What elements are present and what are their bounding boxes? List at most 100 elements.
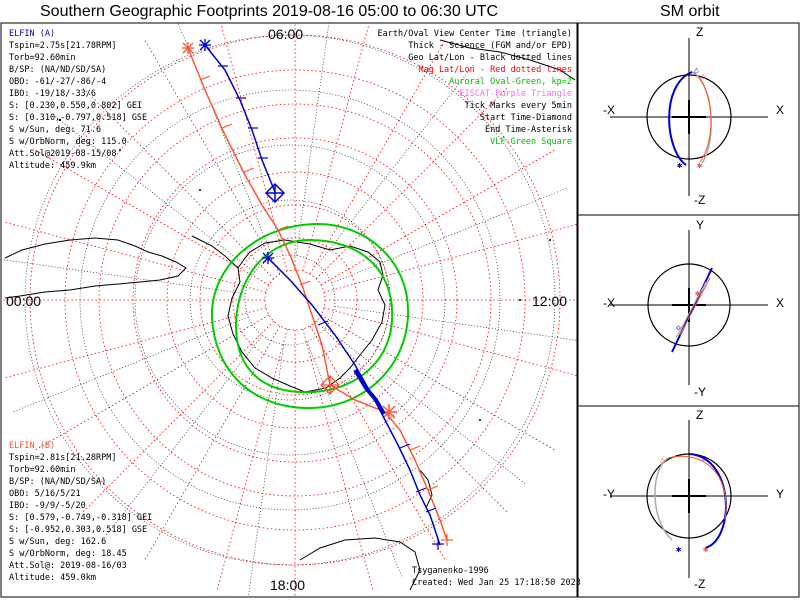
meridian-line [82, 87, 275, 280]
australia-coastline [299, 537, 421, 591]
svg-text:△: △ [702, 453, 707, 462]
info-line: S w/OrbNorm, deg: 115.0 [9, 137, 127, 147]
svg-text:△: △ [660, 455, 665, 464]
geo-grid [24, 34, 556, 566]
svg-text:✱: ✱ [676, 545, 682, 555]
meridian-line [315, 320, 508, 513]
created-label: Created: Wed Jan 25 17:18:50 2023 [412, 578, 581, 588]
orbit2-right-label: X [776, 296, 785, 310]
meridian-line [302, 23, 370, 272]
info-line: S: [0.310,-0.797,0.518] GSE [9, 113, 148, 123]
orbit1-bottom-label: -Z [694, 193, 706, 207]
legend-item: VLF-Green Square [490, 137, 572, 147]
meridian-line [53, 115, 255, 273]
legend-item: EISCAT-Purple Triangle [459, 89, 572, 99]
legend-item: Thick - Science (FGM and/or EPD) [408, 41, 572, 51]
legend-item: Earth/Oval View Center Time (triangle) [377, 29, 572, 39]
info-line: Torb=92.60min [9, 53, 76, 63]
meridian-line [144, 39, 281, 275]
model-label: Tsyganenko-1996 [412, 566, 489, 576]
geo-meridians [1, 23, 577, 597]
elfin-b-end-asterisk [182, 42, 194, 54]
elfin-a-end-asterisk [199, 39, 211, 51]
meridian-line [331, 187, 569, 284]
svg-text:✱: ✱ [677, 161, 683, 171]
orbit1-left-label: -X [603, 103, 615, 117]
south-america-coastline [4, 237, 187, 299]
meridian-line [216, 328, 288, 590]
orbit3-right-label: Y [776, 487, 785, 501]
elfin-b-end-asterisk-2 [441, 534, 453, 546]
svg-text:✱: ✱ [695, 289, 701, 299]
elfin-a-track [204, 44, 276, 193]
elfin-a-info: ELFIN (A) Tspin=2.75s[21.78RPM] Torb=92.6… [9, 28, 147, 172]
meridian-line [302, 328, 374, 590]
auroral-oval-inner [234, 238, 394, 394]
meridian-line [144, 325, 281, 561]
legend-item: Tick Marks every 5min [464, 101, 572, 111]
meridian-line [1, 259, 246, 295]
meridian-line [177, 23, 274, 259]
auroral-oval-outer [210, 222, 410, 410]
meridian-line [295, 23, 330, 256]
svg-text:△: △ [701, 71, 706, 80]
orbit1-right-label: X [776, 103, 785, 117]
elfin-a-ticks [218, 65, 437, 513]
orbit-panel-xy: ✱ ◇ [610, 230, 768, 385]
info-line: OBO: 5/16/5/21 [9, 489, 81, 499]
islands [58, 118, 551, 421]
legend-item: End Time-Asterisk [485, 125, 572, 135]
clock-label-top: 06:00 [268, 26, 304, 42]
elfin-a-view-asterisk [262, 252, 274, 264]
meridian-line [34, 314, 270, 451]
orbit-frame [577, 22, 800, 598]
elfin-a-track-2 [267, 257, 441, 546]
info-line: B/SP: (NA/ND/SD/SA) [9, 477, 107, 487]
elfin-b-view-asterisk [381, 404, 397, 420]
info-line: Tspin=2.81s[21.28RPM] [9, 453, 117, 463]
legend-item: Auroral Oval-Green, kp=2 [449, 77, 572, 87]
elfin-b-name: ELFIN (B) [9, 441, 56, 451]
meridian-line [309, 39, 446, 275]
meridian-line [247, 344, 285, 597]
elfin-b-info: ELFIN (B) Tspin=2.81s[21.28RPM] Torb=92.6… [9, 440, 152, 584]
info-line: IBO: -9/9/-5/20 [9, 501, 86, 511]
svg-text:✱: ✱ [697, 161, 703, 171]
info-line: Att.Sol@2019-08-15/08 [9, 149, 117, 159]
meridian-line [325, 327, 527, 485]
meridian-line [323, 307, 577, 376]
antarctica-coastline [227, 239, 386, 393]
meridian-line [5, 307, 267, 379]
legend-item: Mag Lat/Lon - Red dotted lines [418, 65, 572, 75]
legend-item: Start Time-Diamond [479, 113, 572, 123]
clock-label-bottom: 18:00 [270, 577, 306, 593]
antarctic-peninsula [191, 235, 239, 269]
meridian-line [5, 221, 267, 293]
meridian-line [323, 224, 577, 293]
info-line: B/SP: (NA/ND/SD/SA) [9, 65, 107, 75]
orbit2-left-label: -X [603, 296, 615, 310]
orbit3-left-label: -Y [603, 487, 615, 501]
orbit3-top-label: Z [696, 408, 704, 422]
orbit2-top-label: Y [696, 218, 705, 232]
clock-label-right: 12:00 [532, 293, 568, 309]
elfin-b-track [187, 47, 448, 541]
orbit3-bottom-label: -Z [694, 577, 706, 591]
orbit-title: SM orbit [660, 3, 720, 20]
orbit-panel-xz: △ △ ✱ ✱ [610, 38, 768, 196]
info-line: Att.Sol@: 2019-08-16/03 [9, 561, 127, 571]
legend: Earth/Oval View Center Time (triangle) Th… [378, 28, 572, 148]
info-line: S w/Sun, deg: 162.6 [9, 537, 107, 547]
info-line: OBO: -61/-27/-86/-4 [9, 77, 107, 87]
info-line: S: [0.230,0.550,0.802] GEI [9, 101, 143, 111]
meridian-line [309, 325, 446, 561]
legend-item: Geo Lat/Lon - Black dotted lines [408, 53, 572, 63]
orbit-panel-yz: △ △ ✱ ✱ [610, 420, 768, 578]
meridian-line [320, 149, 556, 286]
elfin-b-ticks [199, 75, 439, 491]
elfin-a-start-diamond [264, 182, 286, 204]
orbit2-bottom-label: -Y [694, 385, 706, 399]
elfin-b-lines: Tspin=2.81s[21.28RPM] Torb=92.60min B/SP: … [9, 452, 152, 584]
info-line: Altitude: 459.0km [9, 573, 96, 583]
